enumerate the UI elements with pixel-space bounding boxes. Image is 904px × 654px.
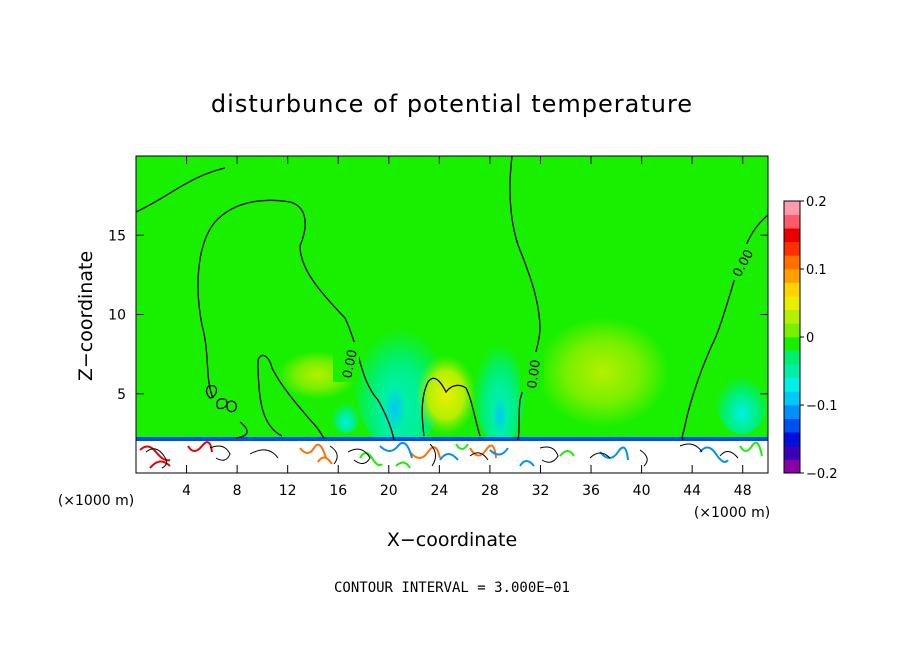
- boundary-turbulence-3: [379, 442, 729, 467]
- colorbar-swatch: [784, 228, 800, 243]
- warm-anomaly-24km: [416, 355, 476, 435]
- boundary-layer-line: [136, 437, 768, 441]
- x-tick-label: 24: [430, 483, 448, 499]
- x-tick-label: 28: [481, 483, 499, 499]
- contour-interval-text: CONTOUR INTERVAL = 3.000E−01: [334, 580, 570, 596]
- x-tick-label: 20: [380, 483, 398, 499]
- colorbar-swatch: [784, 255, 800, 270]
- x-tick-label: 16: [329, 483, 347, 499]
- colorbar-swatch: [784, 377, 800, 392]
- boundary-turbulence-2: [299, 443, 497, 465]
- colorbar-swatch: [784, 241, 800, 256]
- colorbar-swatch: [784, 391, 800, 406]
- y-tick-label: 15: [108, 228, 126, 244]
- contour-label-bg-b: [520, 352, 544, 392]
- contour-label-bg-c: [726, 244, 752, 280]
- colorbar-tick-label: 0.1: [806, 263, 827, 278]
- cool-core-32km: [486, 370, 514, 446]
- colorbar-swatch: [784, 364, 800, 379]
- x-tick-label: 36: [582, 483, 600, 499]
- contour-line-e: [421, 377, 481, 437]
- colorbar-swatch: [784, 405, 800, 419]
- colorbar-tick-label: 0.2: [806, 195, 827, 210]
- colorbar-tick-label: 0: [806, 331, 814, 346]
- boundary-contours: [145, 443, 739, 469]
- contour-line-b: [197, 199, 395, 441]
- cool-anomaly-east: [716, 366, 768, 434]
- colorbar-swatch: [784, 214, 800, 229]
- x-tick-label: 32: [532, 483, 550, 499]
- plot-area: 0.00 0.00 0.00: [136, 156, 768, 473]
- x-axis-label: X−coordinate: [387, 529, 517, 551]
- colorbar: 0.2 0.1 0 −0.1 −0.2: [783, 195, 838, 482]
- x-tick-label: 8: [233, 483, 242, 499]
- contour-line-d: [257, 354, 325, 439]
- contour-label-b: 0.00: [525, 359, 544, 390]
- y-axis: 5 10 15: [108, 228, 768, 403]
- cool-spot-16km: [332, 397, 360, 433]
- y-axis-label: Z−coordinate: [75, 251, 97, 381]
- x-axis: 4 8 12 16 20 24 28 32 36 40 44 48: [182, 156, 752, 499]
- colorbar-swatch: [784, 432, 800, 447]
- chart-title: disturbunce of potential temperature: [211, 90, 693, 118]
- colorbar-swatch: [784, 201, 800, 215]
- colorbar-swatch: [784, 459, 800, 474]
- y-tick-label: 5: [117, 387, 126, 403]
- x-tick-label: 12: [279, 483, 297, 499]
- boundary-layer: [136, 441, 768, 473]
- contour-line-a: [136, 167, 226, 213]
- colorbar-tick-label: −0.2: [806, 467, 838, 482]
- colorbar-swatch: [784, 445, 800, 460]
- cool-core-center: [373, 354, 417, 446]
- colorbar-swatch: [784, 269, 800, 283]
- x-unit-label-right: (×1000 m): [694, 505, 770, 521]
- x-tick-label: 44: [683, 483, 701, 499]
- colorbar-swatch: [784, 418, 800, 433]
- x-unit-label-left: (×1000 m): [58, 493, 134, 509]
- colorbar-swatch: [784, 337, 800, 351]
- colorbar-tick-label: −0.1: [806, 399, 838, 414]
- contour-line-f: [509, 156, 541, 441]
- x-tick-label: 40: [633, 483, 651, 499]
- colorbar-swatch: [784, 282, 800, 297]
- colorbar-swatch: [784, 309, 800, 324]
- colorbar-swatch: [784, 296, 800, 311]
- contour-label-bg-a: [333, 342, 359, 382]
- contour-line-c: [205, 385, 248, 439]
- y-tick-label: 10: [108, 308, 126, 324]
- x-tick-label: 4: [182, 483, 191, 499]
- x-tick-label: 48: [734, 483, 752, 499]
- warm-anomaly-36km: [537, 317, 669, 427]
- colorbar-swatch: [784, 350, 800, 365]
- contour-label-a: 0.00: [340, 348, 361, 379]
- colorbar-swatch: [784, 323, 800, 338]
- boundary-turbulence-4: [359, 441, 763, 469]
